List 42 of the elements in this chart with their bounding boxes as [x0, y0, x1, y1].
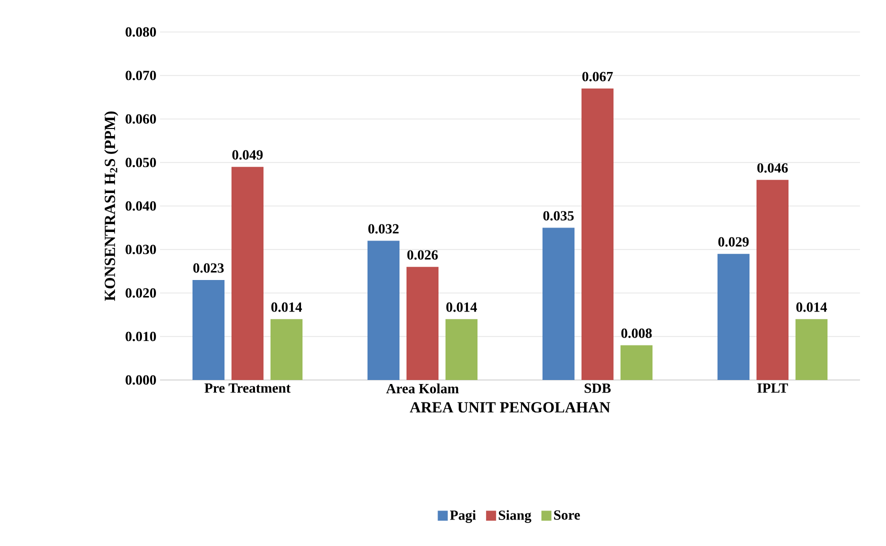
data-label: 0.014	[446, 302, 477, 312]
y-tick-label: 0.020	[126, 288, 156, 298]
data-label: 0.014	[796, 302, 827, 312]
y-tick-label: 0.080	[126, 27, 156, 37]
data-label: 0.029	[718, 237, 749, 247]
bar	[718, 254, 750, 380]
bar	[368, 240, 400, 380]
bar	[232, 166, 264, 380]
data-label: 0.032	[368, 224, 399, 234]
y-axis-title: KONSENTRASI H$_{2}$S (PPM)	[104, 112, 118, 301]
bar	[542, 228, 575, 380]
bar	[446, 319, 478, 380]
x-tick-label: Pre Treatment	[204, 384, 291, 393]
bar	[620, 345, 653, 380]
legend-label: Pagi	[450, 510, 476, 523]
x-tick-label: Area Kolam	[386, 384, 459, 394]
data-label: 0.046	[757, 163, 788, 173]
bar	[582, 88, 614, 380]
data-label: 0.023	[193, 263, 224, 273]
y-tick-label: 0.070	[126, 70, 156, 80]
data-label: 0.014	[271, 302, 302, 312]
data-label: 0.067	[582, 72, 613, 82]
y-tick-label: 0.050	[126, 158, 156, 168]
y-tick-label: 0.000	[126, 375, 156, 385]
data-label: 0.035	[543, 211, 574, 221]
data-label: 0.008	[621, 328, 652, 338]
legend-label: Siang	[498, 510, 532, 523]
y-tick-label: 0.030	[126, 244, 156, 254]
bar	[270, 319, 303, 380]
x-axis-title: AREA UNIT PENGOLAHAN	[410, 402, 610, 413]
bar	[796, 319, 828, 380]
x-tick-label: SDB	[584, 384, 611, 393]
legend-label: Sore	[554, 510, 580, 520]
y-tick-label: 0.060	[126, 114, 156, 124]
bar	[756, 180, 789, 380]
x-tick-label: IPLT	[757, 384, 788, 393]
data-label: 0.026	[407, 250, 438, 260]
y-tick-label: 0.040	[126, 201, 156, 211]
data-label: 0.049	[232, 150, 263, 160]
bar	[192, 280, 224, 380]
y-tick-label: 0.010	[126, 332, 156, 342]
bar	[406, 266, 439, 380]
